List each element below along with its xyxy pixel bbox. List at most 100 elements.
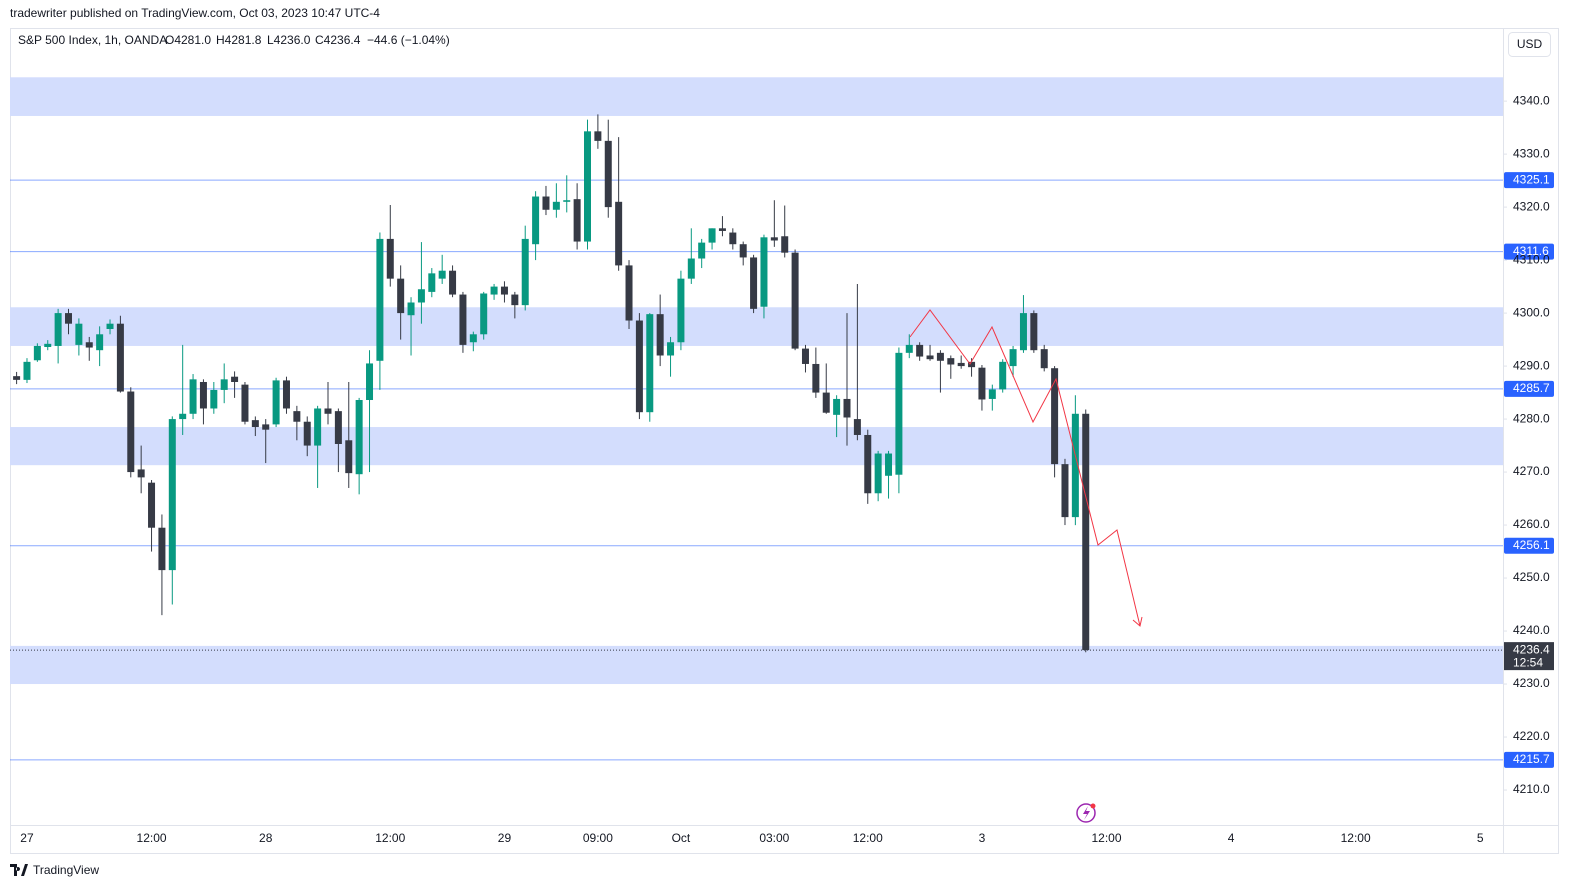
candle-body bbox=[1051, 368, 1059, 465]
candle-body bbox=[106, 323, 114, 329]
zone bbox=[10, 307, 1503, 346]
candle-body bbox=[999, 361, 1007, 390]
legend-low: L4236.0 bbox=[267, 33, 311, 47]
candle-body bbox=[23, 361, 31, 380]
y-tick-label: 4330.0 bbox=[1513, 146, 1550, 160]
x-tick-label: 12:00 bbox=[1341, 831, 1371, 845]
arrow-head bbox=[1132, 616, 1143, 627]
candle-body bbox=[916, 344, 924, 357]
candle-body bbox=[85, 342, 93, 348]
candle-body bbox=[843, 398, 851, 418]
y-tick-label: 4310.0 bbox=[1513, 252, 1550, 266]
candle-body bbox=[334, 411, 342, 444]
y-tick-label: 4210.0 bbox=[1513, 782, 1550, 796]
candle-body bbox=[1071, 413, 1079, 518]
candle-body bbox=[303, 421, 311, 446]
y-tick-label: 4240.0 bbox=[1513, 623, 1550, 637]
price-label-box bbox=[1504, 751, 1554, 768]
footer-brand: TradingView bbox=[33, 863, 99, 877]
candle-body bbox=[376, 238, 384, 361]
x-tick-label: 29 bbox=[498, 831, 512, 845]
candle-body bbox=[812, 363, 820, 393]
candle-body bbox=[988, 389, 996, 399]
currency-label[interactable]: USD bbox=[1517, 37, 1543, 51]
candle-body bbox=[646, 314, 654, 413]
event-icon[interactable] bbox=[1076, 803, 1096, 823]
y-tick-label: 4260.0 bbox=[1513, 517, 1550, 531]
x-tick-label: 12:00 bbox=[853, 831, 883, 845]
projection-path bbox=[909, 309, 1141, 627]
candle-body bbox=[718, 228, 726, 231]
candle-body bbox=[656, 314, 664, 356]
candle-body bbox=[314, 408, 322, 446]
candle-body bbox=[168, 419, 176, 571]
price-label-box bbox=[1504, 243, 1554, 260]
y-tick-label: 4340.0 bbox=[1513, 93, 1550, 107]
candle-body bbox=[428, 273, 436, 292]
candle-body bbox=[13, 376, 21, 380]
candle-body bbox=[885, 453, 893, 476]
currency-button[interactable]: USD bbox=[1508, 32, 1551, 57]
candle-body bbox=[594, 131, 602, 141]
y-tick-label: 4300.0 bbox=[1513, 305, 1550, 319]
candle-body bbox=[770, 237, 778, 241]
y-tick-label: 4250.0 bbox=[1513, 570, 1550, 584]
candle-body bbox=[874, 453, 882, 494]
candle-body bbox=[1040, 349, 1048, 369]
candle-body bbox=[542, 196, 550, 210]
last-price: 4236.412:54 bbox=[10, 642, 1554, 671]
x-tick-label: 12:00 bbox=[137, 831, 167, 845]
x-tick-label: 28 bbox=[259, 831, 273, 845]
candle-body bbox=[148, 482, 156, 528]
candle-body bbox=[926, 355, 934, 360]
candle-body bbox=[500, 286, 508, 295]
last-price-label: 4236.4 bbox=[1513, 642, 1550, 656]
candle-body bbox=[584, 131, 591, 242]
x-tick-label: 5 bbox=[1477, 831, 1484, 845]
legend-close: C4236.4 bbox=[315, 33, 361, 47]
candle-body bbox=[750, 257, 758, 309]
candle-body bbox=[65, 313, 72, 324]
time-axis: 27 12:00 28 12:00 29 09:00 Oct 03:00 12:00 3 12:00… bbox=[20, 831, 1484, 845]
candle-body bbox=[905, 344, 913, 353]
price-label: 4311.6 bbox=[1513, 244, 1549, 258]
candle-body bbox=[438, 270, 446, 279]
candle-body bbox=[96, 334, 104, 351]
candle-body bbox=[469, 334, 477, 343]
candle-body bbox=[573, 199, 581, 242]
x-tick-label: 27 bbox=[20, 831, 34, 845]
y-tick-label: 4220.0 bbox=[1513, 729, 1550, 743]
zone bbox=[10, 427, 1503, 466]
footer: TradingView bbox=[10, 863, 99, 877]
candle-body bbox=[417, 289, 425, 303]
candle-body bbox=[158, 527, 166, 571]
currency-button-box[interactable] bbox=[1508, 32, 1551, 57]
candle-body bbox=[615, 201, 623, 266]
candle-body bbox=[1082, 413, 1090, 651]
price-axis: 4210.0 4220.0 4230.0 4240.0 4250.0 4260.0 4270… bbox=[1503, 93, 1550, 796]
legend-open: O4281.0 bbox=[165, 33, 211, 47]
candle-body bbox=[210, 389, 218, 409]
candle-body bbox=[968, 361, 976, 368]
x-tick-label: 09:00 bbox=[583, 831, 613, 845]
candle-body bbox=[459, 294, 467, 345]
candle-body bbox=[251, 420, 259, 428]
horizontal-lines: 4325.1 4311.6 4285.7 4256.1 4215.7 bbox=[10, 172, 1554, 768]
candle-body bbox=[625, 265, 633, 321]
price-label: 4215.7 bbox=[1513, 752, 1550, 766]
price-label: 4325.1 bbox=[1513, 172, 1550, 186]
candle-body bbox=[1061, 464, 1069, 518]
x-tick-label: 12:00 bbox=[1091, 831, 1121, 845]
candle-body bbox=[480, 293, 488, 335]
footer-logo bbox=[10, 864, 28, 876]
candle-body bbox=[282, 380, 290, 409]
event-dot bbox=[1090, 803, 1096, 809]
candle-body bbox=[293, 411, 301, 422]
candle-body bbox=[978, 367, 986, 400]
candle-body bbox=[324, 408, 332, 414]
candle-body bbox=[801, 348, 809, 364]
candle-body bbox=[231, 376, 239, 382]
candle-body bbox=[791, 252, 799, 349]
candle-body bbox=[739, 244, 747, 258]
